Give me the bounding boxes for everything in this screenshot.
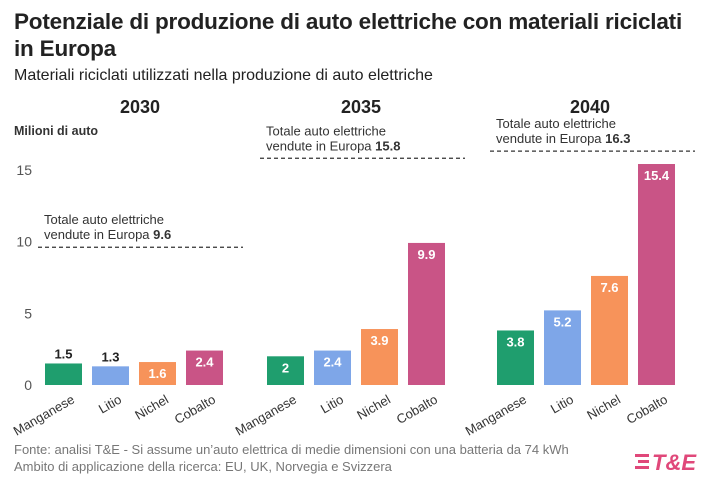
panel-title: 2035 (341, 97, 381, 117)
bar-value-label: 1.5 (54, 346, 72, 361)
bar-litio (314, 350, 351, 385)
bar-value-label: 15.4 (644, 168, 670, 183)
bar-value-label: 5.2 (553, 314, 571, 329)
chart-subtitle: Materiali riciclati utilizzati nella pro… (14, 67, 433, 84)
reference-label-line2: vendute in Europa 9.6 (44, 227, 171, 242)
x-category-label: Manganese (11, 392, 77, 439)
te-logo-mark (635, 454, 649, 469)
x-category-label: Nichel (584, 392, 623, 423)
y-tick-label: 0 (24, 377, 32, 393)
x-category-label: Cobalto (394, 392, 440, 427)
footer-scope: Ambito di applicazione della ricerca: EU… (14, 459, 392, 474)
bar-cobalto (408, 242, 445, 385)
bar-value-label: 2.4 (195, 355, 214, 370)
reference-label-line1: Totale auto elettriche (44, 212, 164, 227)
bar-nichel (361, 329, 398, 385)
reference-label-line1: Totale auto elettriche (496, 116, 616, 131)
panel-title: 2030 (120, 97, 160, 117)
bar-value-label: 1.6 (148, 366, 166, 381)
bar-value-label: 7.6 (600, 280, 618, 295)
footer-source: Fonte: analisi T&E - Si assume un’auto e… (14, 442, 569, 457)
bar-value-label: 3.8 (506, 334, 524, 349)
bar-litio (544, 310, 581, 385)
reference-label-line2: vendute in Europa 16.3 (496, 131, 630, 146)
chart-title: Potenziale di produzione di auto elettri… (14, 9, 682, 61)
bar-value-label: 9.9 (417, 247, 435, 262)
x-category-label: Manganese (463, 392, 529, 439)
bar-litio (92, 366, 129, 385)
panel-title: 2040 (570, 97, 610, 117)
y-axis-label: Milioni di auto (14, 124, 98, 138)
y-tick-label: 10 (16, 234, 32, 250)
bar-cobalto (638, 164, 675, 385)
bar-value-label: 1.3 (101, 349, 119, 364)
x-category-label: Manganese (233, 392, 299, 439)
te-logo-text: T&E (652, 450, 697, 475)
bar-value-label: 2 (282, 360, 289, 375)
te-logo: T&E (635, 450, 697, 475)
bar-manganese (45, 363, 82, 385)
x-category-label: Nichel (354, 392, 393, 423)
bar-value-label: 2.4 (323, 355, 342, 370)
reference-label-line2: vendute in Europa 15.8 (266, 138, 400, 153)
y-tick-label: 5 (24, 305, 32, 321)
reference-label-line1: Totale auto elettriche (266, 123, 386, 138)
x-category-label: Cobalto (172, 392, 218, 427)
bar-manganese (497, 330, 534, 385)
chart-area: Milioni di auto 0 5 10 15 2030 Totale auto ele… (11, 97, 695, 439)
x-category-label: Litio (548, 392, 576, 417)
x-category-label: Litio (96, 392, 124, 417)
y-tick-label: 15 (16, 162, 32, 178)
x-category-label: Nichel (132, 392, 171, 423)
bar-manganese (267, 356, 304, 385)
x-category-label: Litio (318, 392, 346, 417)
bar-nichel (139, 362, 176, 385)
bar-cobalto (186, 350, 223, 385)
bar-nichel (591, 275, 628, 385)
bar-value-label: 3.9 (370, 333, 388, 348)
x-category-label: Cobalto (624, 392, 670, 427)
